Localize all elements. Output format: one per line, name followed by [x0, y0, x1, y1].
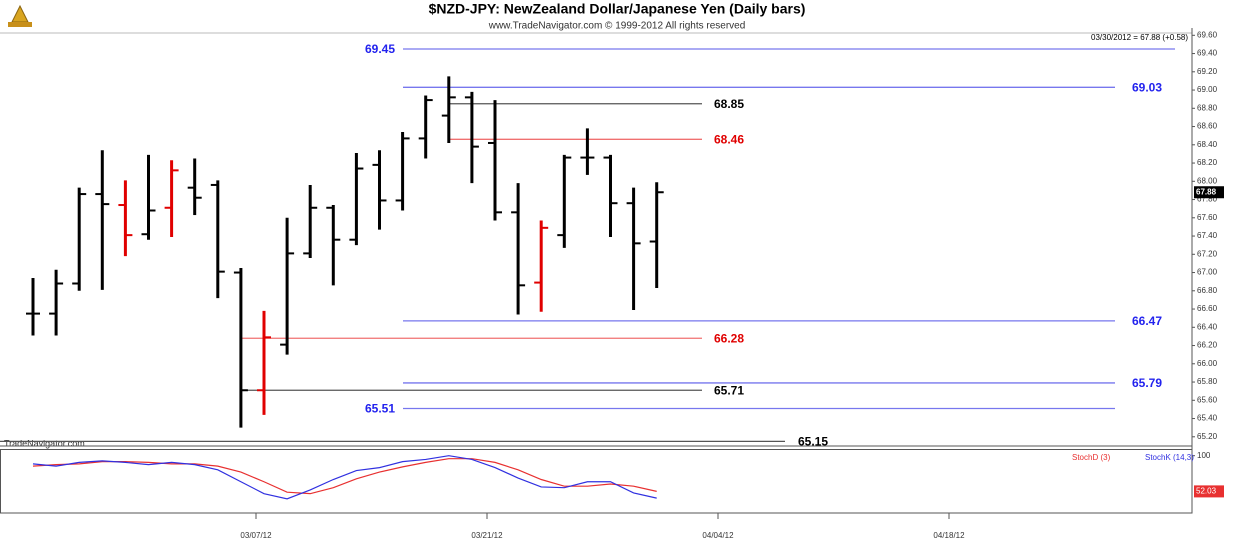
y-tick-label: 65.80	[1197, 377, 1218, 386]
y-tick-label: 66.40	[1197, 322, 1218, 331]
y-tick-label: 65.40	[1197, 414, 1218, 423]
legend-label: StochK (14,3)	[1145, 453, 1194, 462]
chart-title: $NZD-JPY: NewZealand Dollar/Japanese Yen…	[429, 1, 806, 17]
y-tick-label: 68.00	[1197, 176, 1218, 185]
x-tick-label: 03/21/12	[471, 531, 503, 540]
chart-subtitle: www.TradeNavigator.com © 1999-2012 All r…	[488, 21, 746, 32]
stoch-line	[32, 458, 657, 495]
y-tick-label: 65.20	[1197, 432, 1218, 441]
stoch-line	[32, 455, 657, 500]
y-tick-label: 69.60	[1197, 30, 1218, 39]
level-label: 65.15	[798, 435, 828, 449]
level-label: 66.28	[714, 331, 744, 345]
y-tick-label: 67.00	[1197, 268, 1218, 277]
y-tick-label: 65.60	[1197, 395, 1218, 404]
y-tick-label: 67.80	[1197, 195, 1218, 204]
y-tick-label: 69.40	[1197, 49, 1218, 58]
y-tick-label: 69.00	[1197, 85, 1218, 94]
logo	[8, 4, 32, 27]
level-label: 65.71	[714, 383, 744, 397]
x-tick-label: 04/18/12	[933, 531, 965, 540]
level-label: 68.46	[714, 132, 744, 146]
x-tick-label: 03/07/12	[240, 531, 272, 540]
last-price-box	[1194, 186, 1224, 199]
level-label: 68.85	[714, 97, 744, 111]
level-label: 65.51	[365, 402, 395, 416]
level-label: 65.79	[1132, 376, 1162, 390]
level-label: 69.03	[1132, 80, 1162, 94]
watermark: TradeNavigator.com	[4, 438, 85, 448]
y-tick-label: 66.20	[1197, 341, 1218, 350]
y-tick-label: 67.20	[1197, 249, 1218, 258]
y-tick-label: 66.80	[1197, 286, 1218, 295]
legend-label: StochD (3)	[1072, 453, 1111, 462]
y-tick-label: 100	[1197, 451, 1211, 460]
stoch-panel	[0, 449, 1193, 514]
x-tick-label: 04/04/12	[702, 531, 734, 540]
y-tick-label: 68.80	[1197, 103, 1218, 112]
y-tick-label: 68.20	[1197, 158, 1218, 167]
y-tick-label: 66.00	[1197, 359, 1218, 368]
y-tick-label: 66.60	[1197, 304, 1218, 313]
value-box-label: 52.03	[1196, 487, 1217, 496]
y-tick-label: 69.20	[1197, 67, 1218, 76]
level-label: 69.45	[365, 42, 395, 56]
y-tick-label: 68.60	[1197, 122, 1218, 131]
y-tick-label: 68.40	[1197, 140, 1218, 149]
y-tick-label: 67.40	[1197, 231, 1218, 240]
level-label: 66.47	[1132, 314, 1162, 328]
y-tick-label: 67.60	[1197, 213, 1218, 222]
last-price-label: 67.88	[1196, 187, 1217, 196]
value-box	[1194, 485, 1224, 498]
status-text: 03/30/2012 = 67.88 (+0.58)	[1091, 33, 1188, 42]
